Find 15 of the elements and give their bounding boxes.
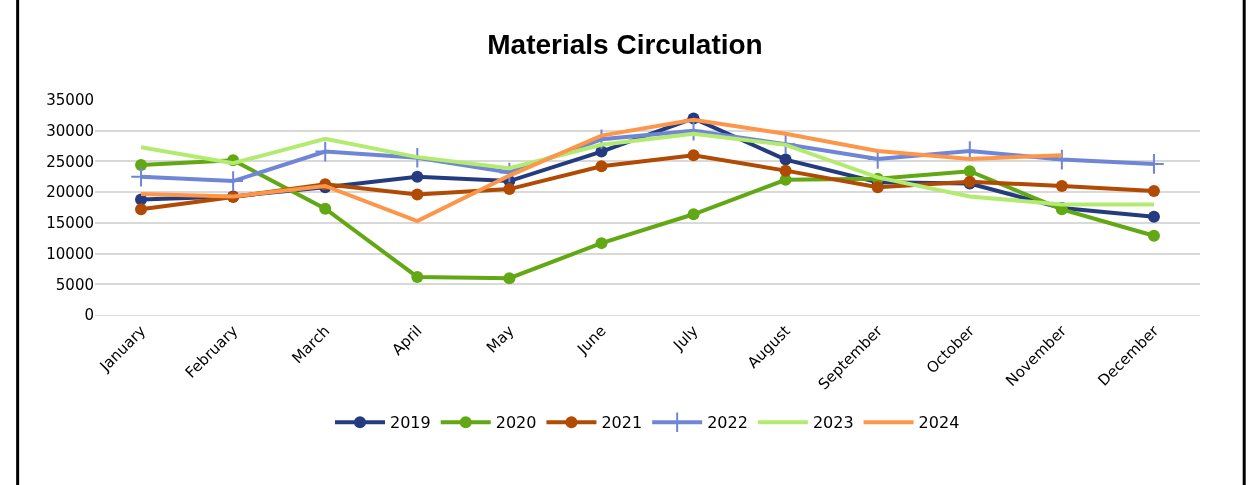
legend-label: 2020	[495, 413, 537, 433]
y-tick-label: 5000	[55, 275, 94, 294]
y-tick-label: 20000	[46, 183, 94, 202]
y-tick-label: 35000	[46, 91, 94, 110]
legend-label: 2024	[918, 413, 960, 433]
chart-title: Materials Circulation	[487, 28, 763, 60]
y-tick-label: 25000	[46, 152, 94, 171]
legend-label: 2022	[707, 413, 748, 433]
y-tick-label: 30000	[46, 121, 94, 140]
y-tick-label: 10000	[46, 244, 94, 263]
y-tick-label: 15000	[46, 214, 94, 233]
y-tick-label: 0	[84, 306, 94, 325]
legend-label: 2019	[390, 413, 431, 433]
legend-label: 2023	[812, 413, 854, 433]
legend-label: 2021	[601, 413, 643, 433]
